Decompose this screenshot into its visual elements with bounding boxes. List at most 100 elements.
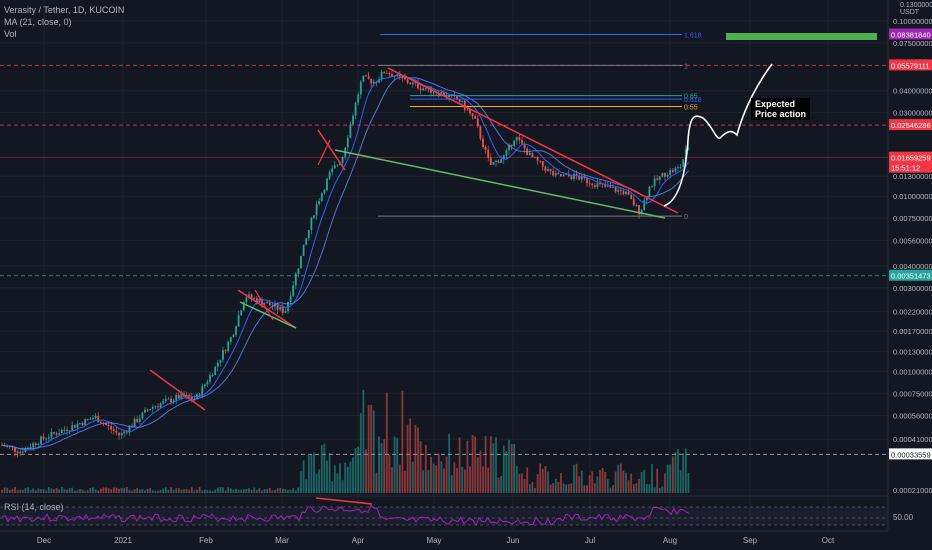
volume-bar <box>606 479 609 493</box>
candle <box>370 79 373 84</box>
volume-bar <box>141 489 144 493</box>
volume-bar <box>635 483 638 493</box>
candle <box>398 74 401 77</box>
volume-bar <box>292 488 295 493</box>
candle <box>276 304 279 310</box>
volume-bar <box>492 443 495 493</box>
volume-bar <box>154 490 157 493</box>
candle <box>175 395 178 401</box>
volume-bar <box>354 448 357 493</box>
volume-bar <box>133 489 136 493</box>
price-tick: 0.04000000 <box>893 87 932 96</box>
candle <box>531 152 534 158</box>
volume-bar <box>396 437 399 493</box>
candle <box>40 436 42 445</box>
candle <box>367 76 370 80</box>
price-marker <box>889 119 932 131</box>
candle <box>99 422 102 424</box>
time-tick: Jul <box>585 536 595 545</box>
candle <box>211 375 214 376</box>
volume-bar <box>279 487 282 493</box>
volume-bar <box>674 452 677 493</box>
candle <box>8 446 11 448</box>
volume-bar <box>456 467 458 493</box>
volume-bar <box>479 450 482 493</box>
candle <box>523 143 526 149</box>
candle <box>456 95 458 100</box>
time-tick: Jun <box>507 536 520 545</box>
volume-bar <box>648 484 651 493</box>
volume-bar <box>79 489 81 493</box>
candle <box>232 334 235 338</box>
volume-bar <box>380 443 383 493</box>
volume-bar <box>211 490 214 493</box>
candle <box>45 438 48 440</box>
volume-bar <box>547 471 549 493</box>
candle <box>279 306 282 310</box>
volume-bar <box>201 490 204 493</box>
volume-bar <box>216 487 219 493</box>
volume-bar <box>375 472 378 493</box>
volume-bar <box>383 439 386 493</box>
candle <box>469 109 471 114</box>
candle <box>120 433 123 436</box>
candle <box>128 425 131 433</box>
volume-bar <box>183 489 185 493</box>
trendlines <box>149 67 679 411</box>
candle <box>268 302 271 306</box>
volume-bar <box>71 487 74 493</box>
candle <box>651 186 653 187</box>
volume-bar <box>560 473 562 493</box>
volume-bar <box>115 487 118 493</box>
volume-bar <box>419 440 422 493</box>
volume-bar <box>640 472 643 493</box>
candle <box>118 432 120 436</box>
volume-bar <box>170 487 172 493</box>
volume-bar <box>463 469 466 493</box>
volume-bar <box>541 469 544 493</box>
volume-bar <box>528 484 531 493</box>
volume-bar <box>596 476 599 493</box>
volume-bar <box>37 488 40 493</box>
volume-bar <box>625 472 627 493</box>
candle <box>188 395 191 397</box>
volume-bar <box>471 435 474 493</box>
volume-bar <box>76 490 79 493</box>
volume-bar <box>349 461 352 493</box>
candle <box>318 200 321 205</box>
volume-bar <box>593 483 596 493</box>
candle <box>21 451 24 453</box>
candle <box>55 433 58 435</box>
price-marker-label: 0.00033559 <box>891 450 931 459</box>
volume-bar <box>86 490 89 493</box>
currency-label: USDT <box>900 9 920 16</box>
candle <box>357 94 360 103</box>
volume-bar <box>653 487 656 493</box>
volume-bar <box>346 466 349 493</box>
candle <box>170 398 172 403</box>
candle <box>492 162 495 165</box>
candle <box>476 118 479 127</box>
ma-line-2 <box>1 76 689 450</box>
candle <box>224 350 227 352</box>
volume-bar <box>474 436 477 493</box>
volume-bar <box>435 465 438 493</box>
volume-bar <box>599 470 601 493</box>
price-marker <box>889 269 932 281</box>
volume-bar <box>125 487 128 493</box>
candle <box>528 152 531 156</box>
volume-bar <box>242 489 245 493</box>
candle <box>521 139 523 144</box>
volume-bar <box>679 470 682 493</box>
annotation-line1: Expected <box>755 99 796 109</box>
candle <box>144 409 146 413</box>
volume-bar <box>297 487 300 493</box>
volume-bar <box>458 437 461 493</box>
volume-bar <box>232 489 235 493</box>
candle <box>666 174 669 177</box>
volume-bar <box>60 487 63 493</box>
candle <box>255 298 258 303</box>
candle <box>443 92 445 96</box>
rsi-divergence-line <box>315 497 373 505</box>
